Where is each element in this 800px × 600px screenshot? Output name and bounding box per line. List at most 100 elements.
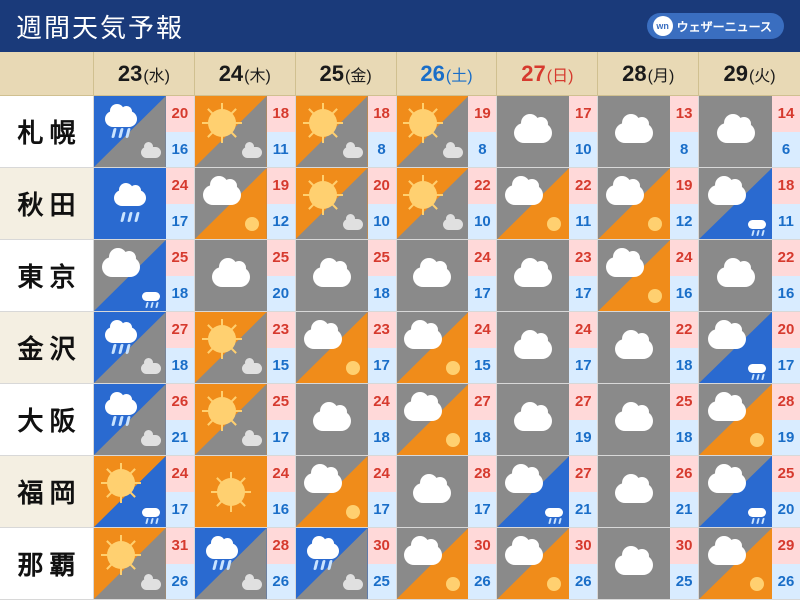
weather-icon bbox=[397, 96, 469, 167]
temp-low: 18 bbox=[670, 420, 698, 456]
forecast-cell: 2721 bbox=[497, 456, 598, 527]
forecast-cell: 2211 bbox=[497, 168, 598, 239]
forecast-cell: 2520 bbox=[699, 456, 800, 527]
temp-high: 30 bbox=[569, 528, 597, 564]
temp-high: 28 bbox=[772, 384, 800, 420]
forecast-cell: 2010 bbox=[296, 168, 397, 239]
brand-badge: wn ウェザーニュース bbox=[647, 13, 784, 39]
forecast-grid: 札幌201618111881981710138146秋田241719122010… bbox=[0, 96, 800, 600]
temps: 2417 bbox=[468, 240, 496, 311]
weather-icon bbox=[397, 456, 469, 527]
weekly-forecast: 週間天気予報 wn ウェザーニュース 23(水)24(木)25(金)26(土)2… bbox=[0, 0, 800, 600]
weather-icon bbox=[598, 456, 670, 527]
weather-icon bbox=[94, 96, 166, 167]
weather-icon bbox=[497, 456, 569, 527]
forecast-cell: 1912 bbox=[195, 168, 296, 239]
city-row: 秋田2417191220102210221119121811 bbox=[0, 168, 800, 240]
city-name: 東京 bbox=[0, 240, 94, 311]
temps: 2016 bbox=[166, 96, 194, 167]
city-row: 東京2518252025182417231724162216 bbox=[0, 240, 800, 312]
temps: 2518 bbox=[670, 384, 698, 455]
temp-high: 23 bbox=[569, 240, 597, 276]
temp-low: 19 bbox=[772, 420, 800, 456]
temp-high: 24 bbox=[368, 456, 396, 492]
forecast-cell: 1811 bbox=[699, 168, 800, 239]
temp-low: 17 bbox=[772, 348, 800, 384]
temp-high: 18 bbox=[772, 168, 800, 204]
forecast-cell: 2317 bbox=[497, 240, 598, 311]
temp-low: 15 bbox=[267, 348, 295, 384]
weather-icon bbox=[296, 312, 368, 383]
temp-high: 24 bbox=[569, 312, 597, 348]
temp-low: 12 bbox=[267, 204, 295, 240]
city-row: 札幌201618111881981710138146 bbox=[0, 96, 800, 168]
forecast-cell: 2210 bbox=[397, 168, 498, 239]
temp-low: 17 bbox=[267, 420, 295, 456]
temps: 2010 bbox=[368, 168, 396, 239]
cloud-icon bbox=[443, 147, 463, 158]
forecast-cell: 2518 bbox=[598, 384, 699, 455]
sun-icon bbox=[245, 217, 259, 231]
cloud-icon bbox=[343, 579, 363, 590]
weather-icon bbox=[94, 240, 166, 311]
temp-high: 24 bbox=[468, 312, 496, 348]
forecast-cell: 2017 bbox=[699, 312, 800, 383]
temp-low: 21 bbox=[569, 492, 597, 528]
forecast-cell: 2418 bbox=[296, 384, 397, 455]
forecast-cell: 2416 bbox=[195, 456, 296, 527]
temp-low: 8 bbox=[468, 132, 496, 168]
forecast-cell: 2520 bbox=[195, 240, 296, 311]
forecast-cell: 2417 bbox=[397, 240, 498, 311]
temps: 2518 bbox=[368, 240, 396, 311]
weather-icon bbox=[497, 96, 569, 167]
temp-high: 30 bbox=[670, 528, 698, 564]
temp-high: 30 bbox=[368, 528, 396, 564]
cloud-icon bbox=[141, 435, 161, 446]
temp-high: 27 bbox=[569, 456, 597, 492]
temp-high: 31 bbox=[166, 528, 194, 564]
temp-high: 25 bbox=[166, 240, 194, 276]
temps: 146 bbox=[772, 96, 800, 167]
rain-icon bbox=[142, 292, 160, 301]
forecast-cell: 2315 bbox=[195, 312, 296, 383]
temp-low: 20 bbox=[772, 492, 800, 528]
weather-icon bbox=[296, 240, 368, 311]
sun-icon bbox=[346, 505, 360, 519]
temp-low: 17 bbox=[166, 204, 194, 240]
temp-low: 19 bbox=[569, 420, 597, 456]
temp-high: 18 bbox=[267, 96, 295, 132]
temps: 1912 bbox=[267, 168, 295, 239]
sun-icon bbox=[648, 217, 662, 231]
temp-high: 19 bbox=[670, 168, 698, 204]
temp-low: 21 bbox=[166, 420, 194, 456]
weather-icon bbox=[195, 456, 267, 527]
city-name: 金沢 bbox=[0, 312, 94, 383]
temps: 1912 bbox=[670, 168, 698, 239]
cloud-icon bbox=[242, 363, 262, 374]
forecast-cell: 188 bbox=[296, 96, 397, 167]
temp-low: 25 bbox=[670, 564, 698, 600]
temp-low: 11 bbox=[772, 204, 800, 240]
temp-high: 28 bbox=[267, 528, 295, 564]
weather-icon bbox=[94, 456, 166, 527]
temp-low: 18 bbox=[368, 276, 396, 312]
temps: 2211 bbox=[569, 168, 597, 239]
rain-icon bbox=[748, 508, 766, 517]
temps: 1710 bbox=[569, 96, 597, 167]
temp-low: 16 bbox=[670, 276, 698, 312]
city-name: 秋田 bbox=[0, 168, 94, 239]
cloud-icon bbox=[242, 435, 262, 446]
temp-high: 24 bbox=[166, 168, 194, 204]
weather-icon bbox=[598, 312, 670, 383]
temp-low: 8 bbox=[368, 132, 396, 168]
forecast-cell: 2926 bbox=[699, 528, 800, 599]
weather-icon bbox=[699, 240, 772, 311]
temp-high: 27 bbox=[569, 384, 597, 420]
temp-high: 25 bbox=[267, 384, 295, 420]
temp-low: 17 bbox=[368, 348, 396, 384]
temp-low: 11 bbox=[267, 132, 295, 168]
temp-low: 26 bbox=[468, 564, 496, 600]
forecast-cell: 2317 bbox=[296, 312, 397, 383]
temp-high: 25 bbox=[267, 240, 295, 276]
temp-high: 30 bbox=[468, 528, 496, 564]
